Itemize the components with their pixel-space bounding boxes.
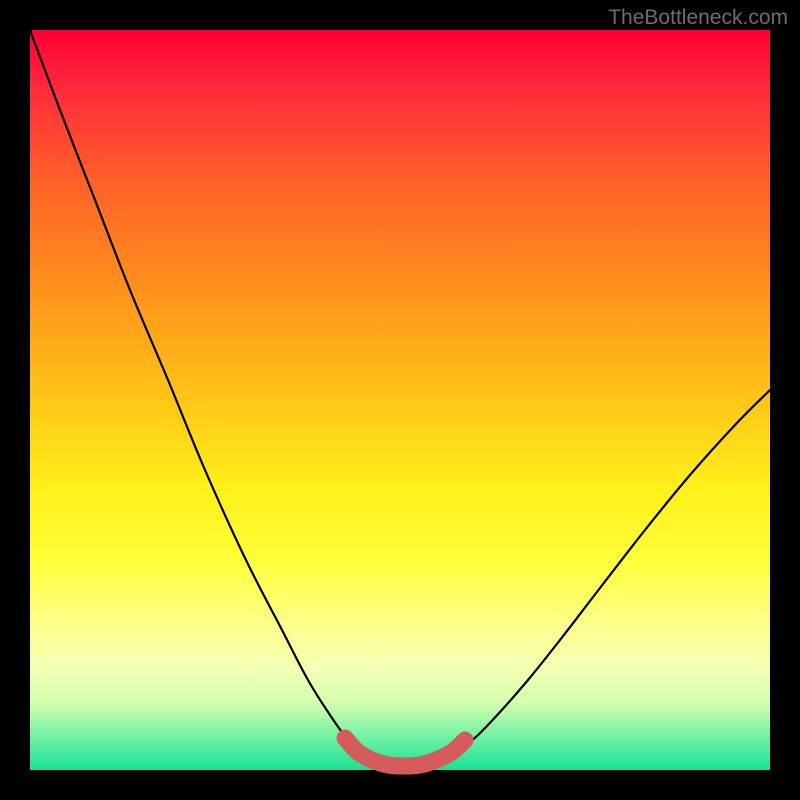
plot-svg: [0, 0, 800, 800]
chart-container: TheBottleneck.com: [0, 0, 800, 800]
plot-gradient-bg: [30, 30, 770, 770]
chart-plot: [0, 0, 800, 800]
watermark-text: TheBottleneck.com: [608, 6, 788, 30]
